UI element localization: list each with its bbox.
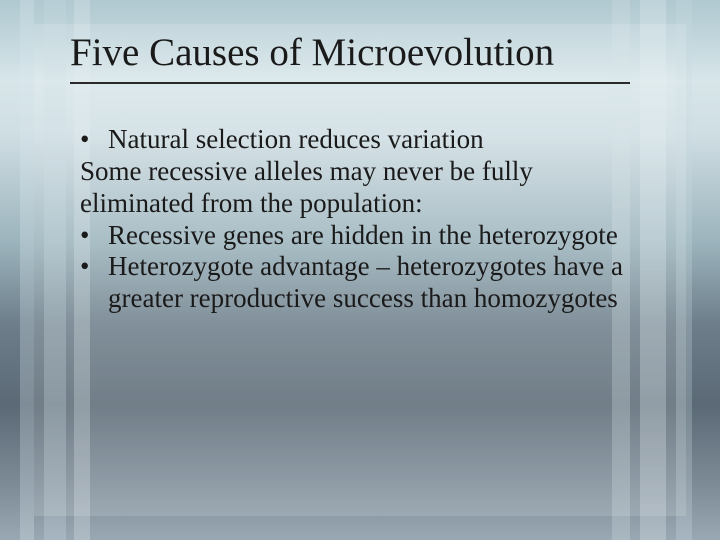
bullet-text: Heterozygote advantage – heterozygotes h… bbox=[108, 251, 640, 315]
bullet-marker: • bbox=[80, 124, 108, 156]
body-paragraph: Some recessive alleles may never be full… bbox=[80, 156, 640, 220]
slide: Five Causes of Microevolution • Natural … bbox=[0, 0, 720, 540]
bullet-item: • Recessive genes are hidden in the hete… bbox=[80, 220, 640, 252]
bullet-text: Recessive genes are hidden in the hetero… bbox=[108, 220, 640, 252]
slide-title: Five Causes of Microevolution bbox=[70, 30, 650, 75]
bullet-item: • Natural selection reduces variation bbox=[80, 124, 640, 156]
bullet-text: Natural selection reduces variation bbox=[108, 124, 640, 156]
bullet-marker: • bbox=[80, 251, 108, 315]
bg-stripe bbox=[20, 0, 34, 540]
slide-body: • Natural selection reduces variation So… bbox=[80, 124, 640, 315]
title-underline bbox=[70, 82, 630, 84]
bullet-marker: • bbox=[80, 220, 108, 252]
bullet-item: • Heterozygote advantage – heterozygotes… bbox=[80, 251, 640, 315]
